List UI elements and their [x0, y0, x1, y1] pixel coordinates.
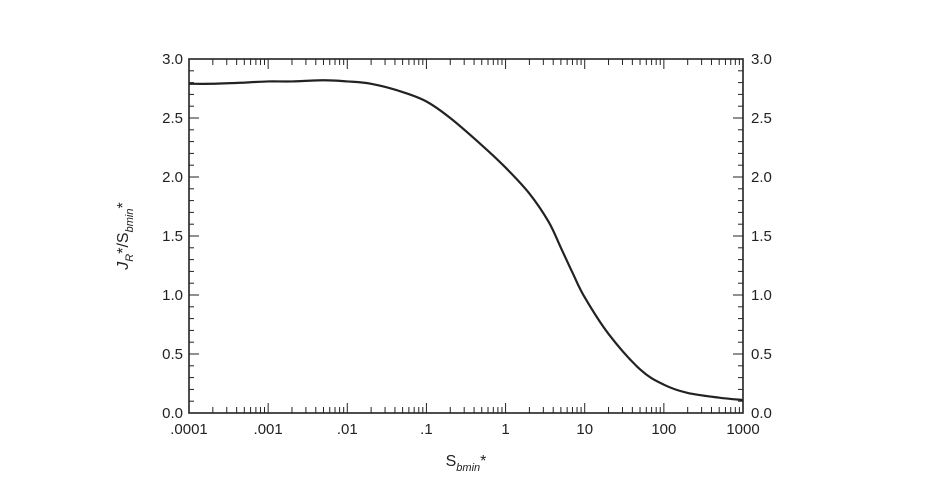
x-tick-label: 1	[501, 421, 509, 438]
y-tick-label-right: 2.5	[751, 110, 772, 127]
plot-frame	[188, 58, 744, 414]
x-tick-label: 10	[576, 421, 593, 438]
y-tick-label-right: 0.5	[751, 346, 772, 363]
y-tick-label-right: 1.5	[751, 228, 772, 245]
x-tick-label: .001	[254, 421, 283, 438]
y-tick-label-right: 0.0	[751, 405, 772, 422]
y-tick-label-right: 3.0	[751, 51, 772, 68]
x-tick-label: 1000	[726, 421, 759, 438]
y-axis-title: JR*/Sbmin*	[115, 202, 136, 270]
y-tick-label-left: 2.0	[162, 169, 183, 186]
x-tick-label: .1	[420, 421, 433, 438]
y-tick-label-right: 1.0	[751, 287, 772, 304]
x-tick-label: .01	[337, 421, 358, 438]
x-tick-label: 100	[651, 421, 676, 438]
y-tick-label-left: 2.5	[162, 110, 183, 127]
y-tick-label-left: 1.5	[162, 228, 183, 245]
y-tick-label-left: 1.0	[162, 287, 183, 304]
y-tick-label-left: 0.5	[162, 346, 183, 363]
y-tick-label-left: 0.0	[162, 405, 183, 422]
ticks-layer	[188, 58, 743, 414]
series-line	[188, 79, 744, 402]
x-axis-title: Sbmin*	[446, 453, 487, 474]
y-tick-label-right: 2.0	[751, 169, 772, 186]
y-tick-label-left: 3.0	[162, 51, 183, 68]
series-layer	[188, 79, 744, 402]
x-tick-label: .0001	[170, 421, 208, 438]
